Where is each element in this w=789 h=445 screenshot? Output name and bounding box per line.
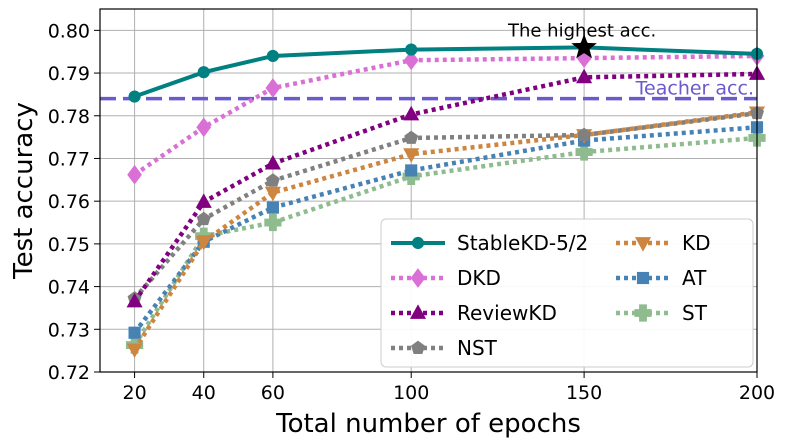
x-axis-title: Total number of epochs — [275, 409, 581, 439]
point-stablekd-5-2-20 — [128, 90, 141, 103]
legend-label-at: AT — [682, 266, 707, 290]
legend-marker-dkd — [410, 268, 426, 288]
y-tick-label-0-72: 0.72 — [48, 362, 90, 384]
teacher-reference-line-group: Teacher acc. — [100, 78, 757, 101]
legend-item-st: ST — [616, 301, 708, 325]
series-group — [125, 41, 766, 359]
point-nst-100 — [404, 130, 419, 144]
point-reviewkd-60 — [264, 154, 281, 170]
legend-label-kd: KD — [682, 231, 711, 255]
plot-frame — [99, 8, 758, 373]
point-stablekd-5-2-100 — [405, 43, 418, 56]
legend-label-reviewkd: ReviewKD — [457, 301, 557, 325]
point-dkd-20 — [127, 164, 142, 185]
legend-item-kd: KD — [616, 231, 711, 255]
y-tick-label-0-73: 0.73 — [48, 319, 90, 341]
x-tick-label-150: 150 — [566, 382, 602, 404]
y-tick-label-0-79: 0.79 — [48, 63, 90, 85]
legend-label-stablekd-5-2: StableKD-5/2 — [457, 231, 588, 255]
series-line-kd — [132, 110, 758, 351]
point-at-20 — [128, 326, 141, 339]
legend-item-at: AT — [616, 266, 707, 290]
point-st-150 — [575, 143, 593, 161]
y-tick-label-0-74: 0.74 — [48, 277, 90, 299]
series-line-nst — [132, 110, 758, 301]
point-reviewkd-100 — [403, 105, 420, 121]
series-reviewkd — [126, 65, 766, 308]
point-reviewkd-150 — [576, 68, 593, 84]
x-tick-label-40: 40 — [192, 382, 216, 404]
point-dkd-100 — [403, 50, 419, 71]
point-kd-20 — [126, 343, 143, 359]
point-at-60 — [266, 201, 279, 214]
legend-item-dkd: DKD — [391, 266, 501, 290]
y-tick-label-0-78: 0.78 — [48, 106, 90, 128]
series-line-reviewkd — [132, 71, 758, 303]
legend-marker-nst — [410, 340, 426, 354]
legend-marker-st — [634, 304, 652, 322]
y-tick-label-0-76: 0.76 — [48, 191, 90, 213]
point-kd-40 — [195, 235, 212, 251]
point-at-100 — [405, 164, 418, 177]
highest-acc-star-marker — [571, 34, 597, 59]
legend-item-stablekd-5-2: StableKD-5/2 — [391, 231, 588, 255]
x-tick-label-200: 200 — [739, 382, 775, 404]
point-stablekd-5-2-60 — [266, 49, 279, 63]
point-dkd-40 — [196, 117, 212, 138]
point-kd-60 — [264, 186, 281, 202]
y-axis-title: Test accuracy — [9, 102, 39, 280]
point-reviewkd-20 — [126, 292, 143, 308]
point-st-60 — [264, 213, 282, 232]
legend-box — [380, 218, 754, 368]
point-reviewkd-40 — [195, 193, 212, 208]
annotation-group: The highest acc. — [507, 20, 656, 59]
series-line-at — [132, 125, 758, 335]
point-nst-150 — [577, 127, 592, 141]
legend-marker-stablekd-5-2 — [411, 236, 425, 250]
x-tick-label-60: 60 — [261, 382, 285, 404]
legend-label-st: ST — [682, 301, 708, 325]
point-dkd-60 — [265, 78, 281, 98]
axes: 20 40 60 100 150 200 0.72 0.73 0.74 0.75 0.76 0.77 0… — [48, 20, 775, 404]
point-nst-60 — [265, 173, 280, 187]
y-tick-label-0-75: 0.75 — [48, 234, 90, 256]
teacher-reference-label: Teacher acc. — [635, 78, 754, 100]
series-line-stablekd-5-2 — [133, 45, 758, 99]
legend-marker-at — [636, 271, 650, 285]
x-tick-label-20: 20 — [122, 382, 146, 404]
series-line-dkd — [133, 53, 758, 177]
highest-acc-annotation: The highest acc. — [507, 20, 656, 41]
legend-item-reviewkd: ReviewKD — [391, 301, 557, 325]
legend: StableKD-5/2 DKD ReviewKD NST KD AT ST — [380, 218, 754, 368]
y-tick-label-0-80: 0.80 — [48, 20, 90, 42]
y-tick-label-0-77: 0.77 — [48, 148, 90, 170]
legend-marker-kd — [634, 237, 652, 252]
point-nst-40 — [196, 211, 211, 226]
x-tick-label-100: 100 — [393, 382, 429, 404]
legend-marker-reviewkd — [409, 304, 427, 319]
point-stablekd-5-2-40 — [197, 66, 210, 79]
legend-item-nst: NST — [391, 336, 498, 360]
legend-label-dkd: DKD — [457, 266, 501, 290]
point-kd-100 — [403, 148, 420, 163]
legend-label-nst: NST — [457, 336, 498, 360]
